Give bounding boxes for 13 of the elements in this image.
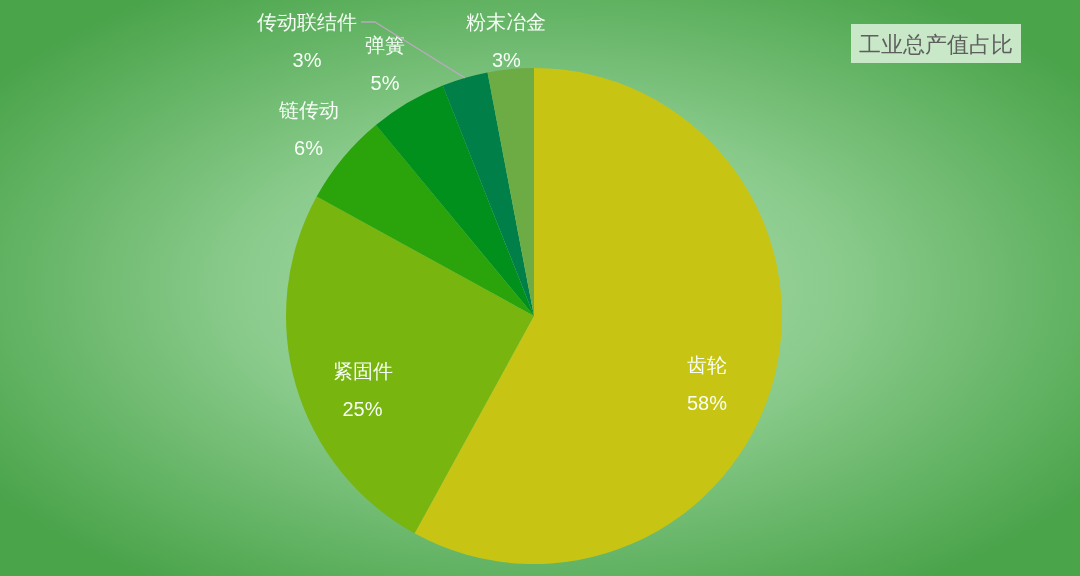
slice-label: 粉末冶金 [466,11,547,33]
slice-label: 齿轮 [686,354,727,377]
data-label: 6% [294,137,324,160]
slice-label: 紧固件 [332,359,393,382]
text: 工业总产值占比 [859,32,1013,57]
data-label: 5% [370,72,400,95]
data-label: 25% [342,397,383,420]
slice-label: 链传动 [277,99,339,122]
data-label: 58% [686,392,728,415]
slice-label: 弹簧 [365,34,406,57]
data-label: 3% [492,49,522,71]
slice-label: 传动联结件 [257,11,358,33]
data-label: 3% [292,49,322,71]
